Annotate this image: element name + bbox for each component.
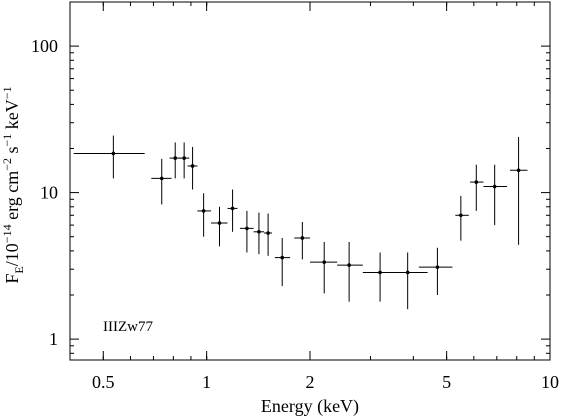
- y-tick-label: 10: [40, 183, 58, 203]
- y-tick-label: 1: [49, 329, 58, 349]
- point-marker: [492, 184, 497, 189]
- tick-labels: 0.5 1 2 5 10 1 10 100: [31, 36, 559, 392]
- point-marker: [300, 236, 305, 240]
- data-point: [455, 195, 469, 241]
- data-point: [264, 213, 272, 256]
- point-marker: [257, 230, 261, 234]
- data-point: [294, 221, 310, 260]
- data-point: [178, 142, 190, 179]
- data-point: [418, 247, 453, 295]
- annotation-label: IIIZw77: [103, 319, 153, 335]
- data-point: [362, 252, 398, 302]
- data-points: [73, 135, 528, 310]
- data-point: [393, 252, 428, 310]
- data-point: [337, 242, 363, 302]
- point-marker: [201, 209, 206, 213]
- x-tick-label: 2: [306, 372, 315, 392]
- x-axis-title: Energy (keV): [261, 396, 359, 416]
- data-point: [310, 242, 338, 294]
- x-tick-label: 1: [202, 372, 211, 392]
- point-marker: [111, 151, 116, 156]
- point-marker: [173, 156, 178, 160]
- point-marker: [182, 156, 186, 160]
- point-marker: [405, 270, 410, 275]
- data-point: [187, 146, 198, 190]
- x-tick-label: 5: [442, 372, 451, 392]
- data-point: [211, 206, 228, 247]
- point-marker: [347, 263, 351, 267]
- plot-frame: [69, 1, 551, 361]
- point-marker: [190, 164, 195, 168]
- point-marker: [474, 180, 479, 184]
- point-marker: [280, 255, 285, 260]
- data-point: [253, 212, 265, 255]
- x-tick-label: 0.5: [92, 372, 115, 392]
- data-point: [227, 189, 238, 232]
- point-marker: [435, 265, 440, 269]
- axis-ticks: [69, 1, 551, 360]
- point-marker: [245, 226, 249, 231]
- data-point: [470, 164, 484, 211]
- point-marker: [378, 270, 382, 275]
- point-marker: [459, 213, 463, 218]
- data-point: [169, 142, 181, 179]
- point-marker: [230, 206, 235, 211]
- data-point: [151, 158, 172, 205]
- data-point: [274, 237, 291, 287]
- point-marker: [266, 231, 270, 235]
- data-point: [73, 135, 145, 179]
- point-marker: [217, 221, 222, 225]
- y-axis-title: FE/10−14 erg cm−2 s−1 keV−1: [0, 86, 26, 283]
- point-marker: [516, 168, 521, 173]
- data-point: [483, 164, 508, 226]
- x-tick-label: 10: [541, 372, 559, 392]
- point-marker: [159, 176, 164, 181]
- data-point: [197, 193, 212, 237]
- y-tick-label: 100: [31, 36, 58, 56]
- data-point: [239, 210, 254, 253]
- point-marker: [322, 260, 327, 264]
- data-point: [510, 136, 528, 245]
